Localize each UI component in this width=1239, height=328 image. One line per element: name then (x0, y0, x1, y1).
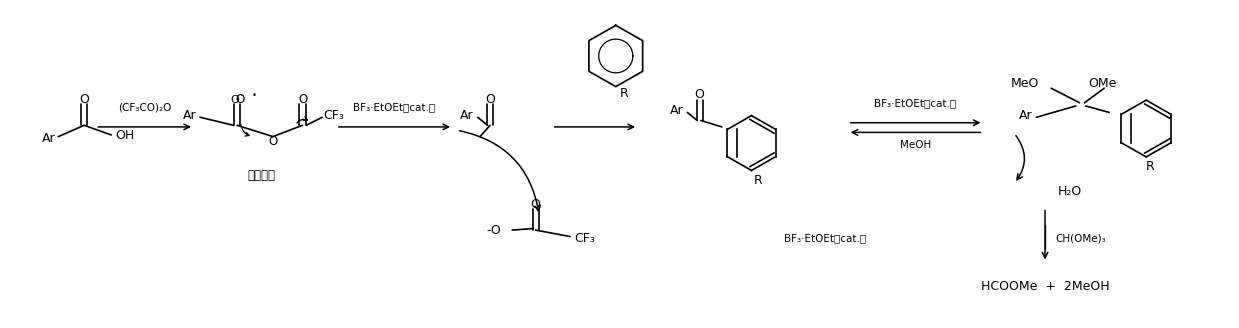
Text: Ar: Ar (183, 109, 197, 122)
Text: 混合酸酰: 混合酸酰 (248, 169, 276, 182)
Text: Ar: Ar (670, 104, 684, 117)
Text: O: O (79, 93, 89, 106)
Text: CH(OMe)₃: CH(OMe)₃ (1054, 233, 1105, 243)
Text: O: O (269, 135, 278, 148)
Text: MeO: MeO (1011, 77, 1038, 90)
Text: BF₃·EtOEt（cat.）: BF₃·EtOEt（cat.） (784, 233, 866, 243)
Text: OMe: OMe (1088, 77, 1116, 90)
Text: H₂O: H₂O (1057, 185, 1082, 198)
Text: -O: -O (486, 224, 501, 236)
Text: O: O (695, 88, 705, 101)
Text: O˙: O˙ (230, 94, 244, 105)
Text: O: O (235, 93, 244, 106)
Text: OH: OH (115, 130, 134, 142)
Text: BF₃·EtOEt（cat.）: BF₃·EtOEt（cat.） (875, 98, 957, 108)
Text: R: R (753, 174, 762, 187)
Text: CF₃: CF₃ (574, 232, 595, 245)
Text: (CF₃CO)₂O: (CF₃CO)₂O (118, 103, 171, 113)
Text: CF₃: CF₃ (323, 109, 344, 122)
Text: Ar: Ar (1020, 109, 1032, 122)
Text: O: O (530, 198, 540, 211)
Text: R: R (1146, 160, 1155, 173)
Text: O: O (484, 93, 494, 106)
Text: HCOOMe  +  2MeOH: HCOOMe + 2MeOH (981, 280, 1109, 293)
Text: MeOH: MeOH (900, 140, 932, 150)
Text: BF₃·EtOEt（cat.）: BF₃·EtOEt（cat.） (353, 103, 435, 113)
Text: R: R (620, 87, 629, 100)
Text: Ar: Ar (42, 132, 56, 145)
Text: Ar: Ar (461, 109, 475, 122)
Text: O: O (297, 93, 307, 106)
Text: •: • (252, 91, 256, 100)
